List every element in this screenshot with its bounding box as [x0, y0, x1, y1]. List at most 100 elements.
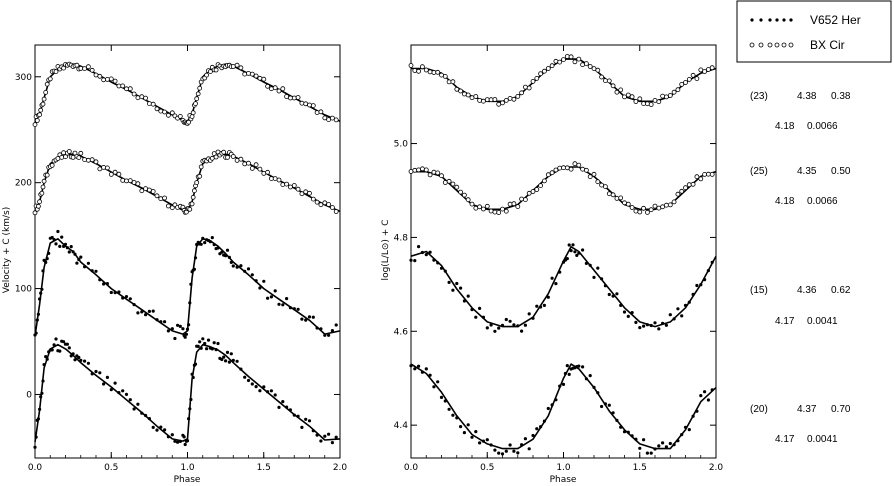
luminosity-bx-cir-point [683, 185, 688, 191]
luminosity-bx-cir-point [675, 87, 681, 93]
luminosity-v652-her-point [622, 430, 627, 434]
velocity-bx-cir-point [53, 69, 59, 74]
legend-v652-her-dot [750, 18, 754, 22]
velocity-bx-cir-point [120, 83, 126, 89]
velocity-v652-her-point [231, 358, 235, 362]
velocity-x-tick-label: 1.0 [180, 463, 195, 473]
luminosity-bx-cir-point [545, 172, 551, 178]
velocity-bx-cir-point [198, 164, 204, 170]
velocity-v652-her-point [113, 381, 117, 385]
legend-label-v652-her: V652 Her [810, 13, 861, 27]
legend: V652 Her BX Cir [736, 0, 892, 63]
param-1-row1-c: 0.50 [831, 166, 851, 177]
param-2-row1-c: 0.62 [831, 285, 851, 296]
luminosity-bx-cir-point [542, 68, 547, 74]
luminosity-bx-cir-point [625, 92, 631, 98]
luminosity-bx-cir-point [419, 166, 425, 172]
velocity-bx-cir-point [120, 177, 126, 183]
velocity-v652-her-point [239, 367, 243, 371]
luminosity-bx-cir-point [526, 85, 532, 91]
luminosity-y-tick-label: 5.0 [394, 140, 409, 150]
luminosity-v652-her-point [443, 399, 447, 403]
luminosity-v652-her-point [607, 403, 611, 407]
luminosity-bx-cir-point [500, 206, 505, 212]
luminosity-v652-her-point [462, 431, 466, 435]
luminosity-v652-her-point [508, 319, 512, 323]
param-1-row2-b: 0.0066 [807, 196, 838, 207]
velocity-bx-cir-point [32, 210, 38, 216]
velocity-v652-her-point [205, 347, 209, 351]
velocity-v652-her-point [254, 385, 258, 389]
velocity-v652-her-point [50, 348, 54, 352]
luminosity-bx-cir-point [423, 67, 429, 73]
luminosity-bx-cir-point [686, 77, 692, 82]
velocity-v652-her-point [208, 240, 212, 244]
luminosity-model-curve [410, 363, 717, 450]
velocity-v652-her-point [33, 445, 37, 449]
velocity-v652-her-point [39, 291, 43, 295]
luminosity-bx-cir-point [446, 79, 452, 85]
luminosity-bx-cir-point [503, 208, 509, 214]
luminosity-bx-cir-point [507, 201, 513, 207]
velocity-bx-cir-point [76, 155, 82, 161]
velocity-v652-her-point [192, 267, 196, 271]
velocity-v652-her-point [173, 336, 177, 341]
luminosity-v652-her-point [531, 433, 535, 438]
velocity-v652-her-point [105, 282, 109, 286]
velocity-v652-her-point [52, 238, 56, 242]
luminosity-v652-her-point [424, 253, 428, 257]
velocity-v652-her-point [121, 389, 125, 393]
luminosity-v652-her-point [516, 324, 520, 328]
velocity-v652-her-point [44, 260, 48, 264]
luminosity-v652-her-point [596, 391, 600, 395]
velocity-bx-cir-point [66, 149, 72, 154]
luminosity-v652-her-point [588, 374, 592, 378]
velocity-panel: 0.0 0.5 1.0 1.5 2.0 0 100 200 300 Phase Velocity… [2, 44, 347, 485]
luminosity-v652-her-point [581, 365, 585, 369]
velocity-v652-her-point [330, 441, 334, 445]
luminosity-bx-cir-point [625, 201, 631, 207]
velocity-v652-her-point [269, 295, 273, 299]
param-1-row2-a: 4.18 [775, 196, 795, 207]
luminosity-v652-her-point [462, 299, 466, 303]
velocity-v652-her-point [155, 428, 159, 432]
velocity-bx-cir-point [213, 67, 219, 73]
velocity-v652-her-point [227, 360, 231, 364]
velocity-v652-her-point [176, 323, 180, 327]
velocity-v652-her-point [273, 289, 277, 293]
luminosity-v652-her-point [546, 406, 550, 411]
velocity-bx-cir-point [32, 122, 38, 127]
luminosity-v652-her-point [642, 438, 646, 442]
luminosity-v652-her-point [615, 292, 619, 296]
luminosity-v652-her-point [622, 310, 627, 314]
luminosity-v652-her-point [497, 451, 501, 455]
velocity-v652-her-point [170, 327, 174, 331]
velocity-v652-her-point [117, 391, 121, 395]
luminosity-v652-her-point [657, 444, 661, 448]
luminosity-bx-cir-point [484, 97, 490, 102]
velocity-x-axis-title: Phase [174, 475, 201, 485]
velocity-v652-her-point [83, 359, 87, 363]
velocity-v652-her-point [34, 331, 38, 335]
luminosity-bx-cir-point [671, 199, 677, 205]
velocity-bx-cir-point [204, 72, 210, 78]
velocity-bx-cir-point [329, 115, 335, 121]
velocity-v652-her-point [214, 348, 218, 352]
param-1-row1-b: 4.35 [797, 166, 817, 177]
velocity-bx-cir-point [265, 83, 271, 89]
luminosity-v652-her-point [581, 248, 585, 252]
luminosity-bx-cir-point [431, 169, 437, 175]
velocity-v652-her-point [273, 393, 277, 397]
velocity-v652-her-point [327, 333, 331, 337]
luminosity-bx-cir-point [412, 167, 418, 173]
velocity-bx-cir-point [169, 205, 175, 211]
velocity-v652-her-point [210, 347, 214, 351]
velocity-v652-her-point [189, 282, 193, 286]
velocity-v652-her-point [147, 417, 151, 421]
velocity-v652-her-point [36, 312, 41, 316]
velocity-v652-her-point [176, 440, 180, 444]
luminosity-bx-cir-point [709, 171, 715, 177]
velocity-v652-her-point [288, 408, 292, 412]
velocity-bx-cir-point [329, 205, 335, 210]
velocity-v652-her-point [90, 372, 94, 376]
